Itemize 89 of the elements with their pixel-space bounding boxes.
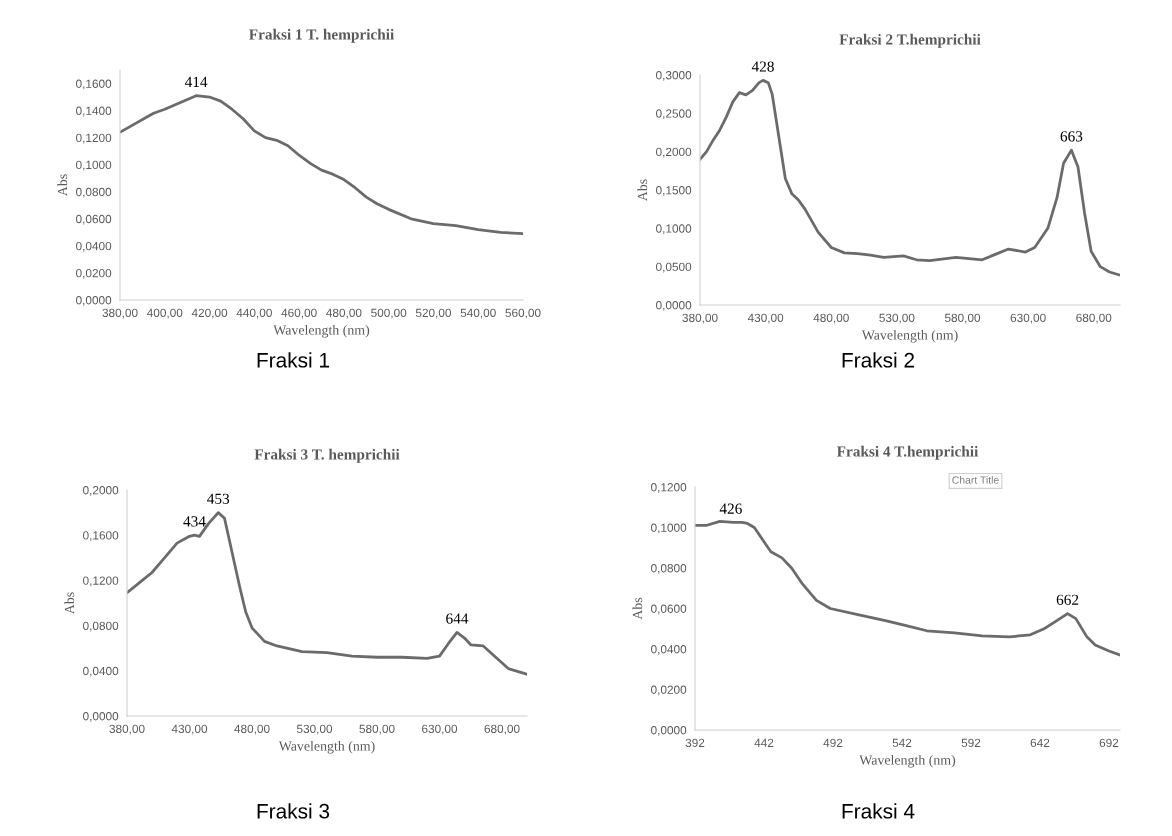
y-tick-label: 0,1600: [76, 79, 112, 90]
x-axis-title: Wavelength (nm): [278, 740, 375, 754]
line-series: [120, 94, 523, 236]
y-tick-label: 0,0800: [76, 187, 112, 198]
y-tick-label: 0,2000: [83, 486, 119, 496]
y-tick-label: 0,0800: [83, 621, 119, 632]
x-tick-label: 480,00: [234, 724, 270, 735]
x-tick-label: 680,00: [1076, 313, 1112, 324]
y-tick-label: 0,1600: [83, 531, 119, 541]
chart-title: Fraksi 2 T.hemprichii: [839, 33, 981, 48]
y-tick-label: 0,0400: [76, 241, 112, 252]
x-tick-label: 380,00: [682, 313, 718, 324]
text: Fraksi 4: [842, 803, 915, 819]
y-tick-label: 0,1500: [656, 186, 692, 196]
y-tick-label: 0,1000: [656, 224, 692, 235]
chart-title: Fraksi 3 T. hemprichii: [254, 448, 400, 463]
x-tick-label: 480,00: [326, 308, 362, 319]
y-tick-label: 0,1400: [76, 106, 112, 117]
y-tick-label: 0,0500: [656, 262, 692, 273]
x-tick-label: 420,00: [191, 308, 228, 319]
y-tick-label: 0,1200: [651, 483, 687, 493]
x-tick-label: 430,00: [747, 313, 784, 324]
x-tick-label: 392: [685, 738, 705, 747]
line-series: [127, 511, 527, 676]
x-tick-label: 592: [961, 738, 981, 747]
y-axis-title: Abs: [57, 174, 68, 197]
annotation: 453: [207, 493, 230, 504]
x-tick-label: 380,00: [109, 724, 145, 735]
x-tick-label: 430,00: [171, 724, 208, 735]
y-tick-label: 0,2500: [656, 109, 692, 120]
y-tick-label: 0,0000: [651, 726, 687, 736]
y-tick-label: 0,1200: [76, 133, 112, 144]
y-tick-label: 0,1200: [83, 576, 119, 587]
x-tick-label: 680,00: [484, 724, 520, 735]
y-axis-title: Abs: [632, 597, 643, 620]
x-tick-label: 440,00: [236, 308, 272, 319]
x-tick-label: 380,00: [102, 308, 138, 319]
x-tick-label: 530,00: [296, 724, 333, 735]
x-tick-label: 492: [823, 738, 843, 747]
chart-title: Fraksi 1 T. hemprichii: [249, 28, 394, 43]
annotation: 663: [1060, 131, 1083, 142]
y-axis-title: Abs: [637, 179, 648, 202]
y-tick-label: 0,1000: [76, 160, 112, 171]
text: Chart Title: [952, 476, 999, 484]
annotation: 428: [751, 61, 774, 72]
text: Fraksi 3: [257, 803, 330, 819]
y-tick-label: 0,2000: [656, 147, 692, 158]
x-tick-label: 630,00: [1010, 313, 1046, 324]
annotation: 434: [183, 516, 206, 527]
y-tick-label: 0,1000: [651, 523, 687, 534]
y-tick-label: 0,0600: [76, 214, 112, 225]
line-series: [695, 520, 1120, 657]
y-tick-label: 0,0400: [651, 645, 687, 655]
y-tick-label: 0,0000: [656, 301, 692, 311]
line-series: [700, 78, 1120, 277]
y-tick-label: 0,0800: [651, 564, 687, 574]
x-tick-label: 500,00: [371, 308, 407, 319]
annotation: 662: [1056, 594, 1079, 605]
x-tick-label: 480,00: [813, 313, 849, 324]
x-axis-title: Wavelength (nm): [859, 754, 956, 768]
x-axis-title: Wavelength (nm): [861, 329, 958, 343]
y-tick-label: 0,0600: [651, 604, 687, 615]
x-tick-label: 442: [754, 738, 774, 747]
x-tick-label: 692: [1099, 738, 1119, 747]
y-tick-label: 0,0200: [651, 685, 687, 696]
y-tick-label: 0,0400: [83, 666, 119, 677]
x-tick-label: 560,00: [505, 308, 541, 319]
y-axis-title: Abs: [64, 592, 75, 615]
annotation: 426: [719, 503, 742, 514]
annotation: 414: [184, 76, 208, 87]
x-tick-label: 540,00: [460, 308, 496, 319]
x-tick-label: 530,00: [879, 313, 915, 324]
x-axis-title: Wavelength (nm): [273, 324, 370, 338]
x-tick-label: 542: [892, 738, 912, 747]
x-tick-label: 400,00: [147, 308, 183, 319]
y-tick-label: 0,3000: [656, 71, 692, 81]
chart-title: Fraksi 4 T.hemprichii: [836, 445, 979, 460]
x-tick-label: 580,00: [359, 724, 395, 735]
y-tick-label: 0,0000: [83, 712, 119, 722]
y-tick-label: 0,0000: [76, 296, 112, 306]
annotation: 644: [446, 613, 469, 624]
text: Fraksi 1: [257, 352, 330, 368]
x-tick-label: 520,00: [415, 308, 452, 319]
x-tick-label: 460,00: [281, 308, 317, 319]
x-tick-label: 580,00: [944, 313, 981, 324]
y-tick-label: 0,0200: [76, 268, 112, 279]
x-tick-label: 630,00: [422, 724, 458, 735]
text: Fraksi 2: [842, 352, 914, 368]
x-tick-label: 642: [1030, 738, 1050, 747]
